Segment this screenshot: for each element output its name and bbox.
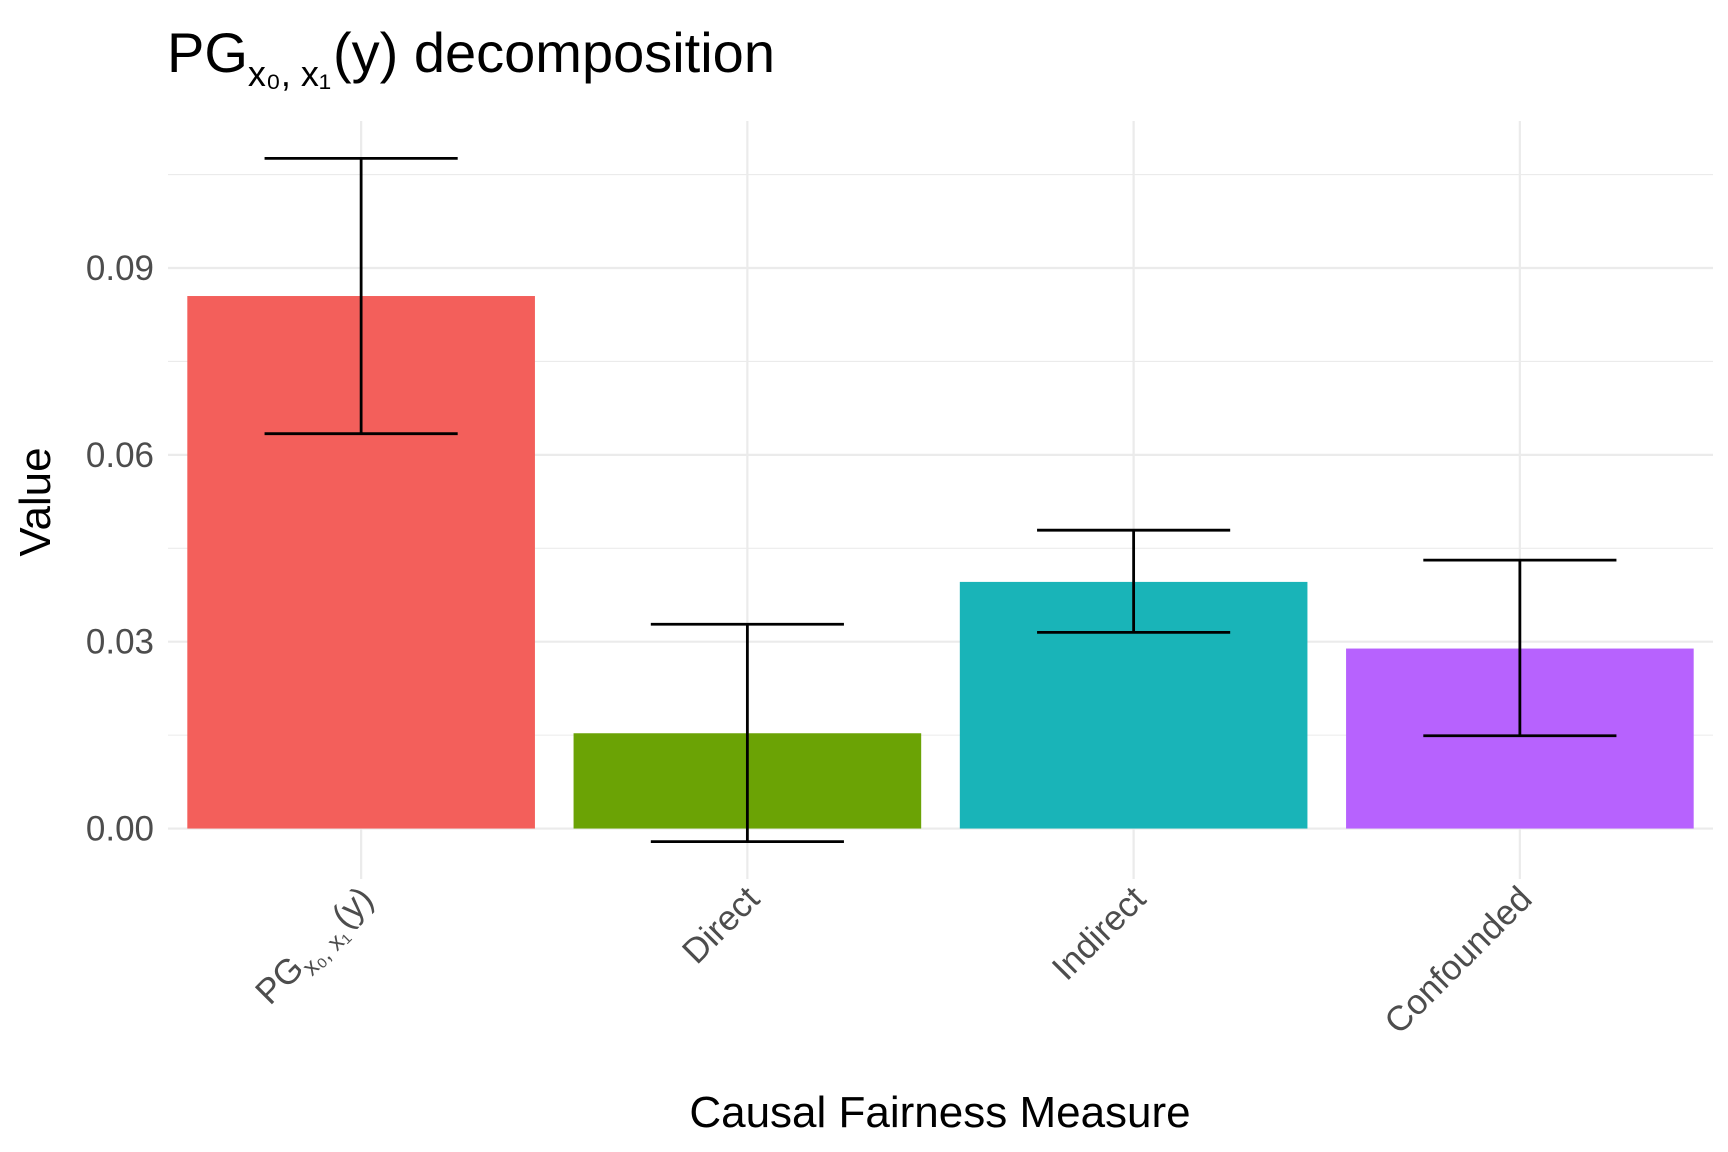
x-tick-label: Confounded [1377, 879, 1539, 1041]
y-axis-ticks: 0.00 0.03 0.06 0.09 [86, 249, 154, 849]
x-axis-ticks: PGx₀, x₁(y) Direct Indirect Confounded [248, 879, 1540, 1042]
bars [187, 296, 1694, 829]
error-bars [264, 156, 1617, 844]
x-tick-label: Direct [675, 879, 767, 971]
chart-title-subscript: x₀, x₁ [248, 53, 331, 94]
y-tick-label: 0.06 [86, 436, 154, 475]
y-tick-label: 0.03 [86, 623, 154, 662]
error-bar [1423, 558, 1617, 738]
error-bar [1037, 528, 1231, 634]
x-axis-title: Causal Fairness Measure [689, 1088, 1190, 1137]
y-axis-title: Value [11, 447, 60, 556]
x-tick-label: PGx₀, x₁(y) [248, 879, 386, 1017]
y-tick-label: 0.00 [86, 810, 154, 849]
error-bar [650, 622, 844, 844]
error-bar [264, 156, 458, 436]
y-tick-label: 0.09 [86, 249, 154, 288]
x-tick-label: Indirect [1045, 879, 1154, 988]
chart-title: PGx₀, x₁(y) decomposition [167, 21, 775, 94]
